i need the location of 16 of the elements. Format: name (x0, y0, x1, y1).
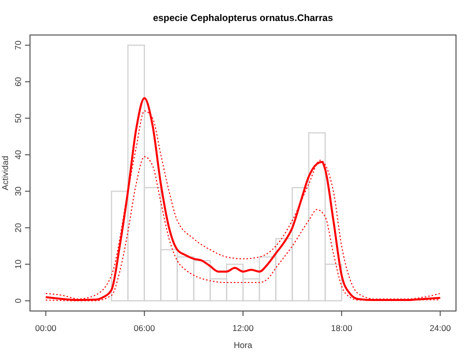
x-tick-label: 12:00 (232, 323, 254, 333)
x-tick-label: 18:00 (330, 323, 353, 333)
y-tick-label: 40 (13, 150, 23, 160)
chart-title: especie Cephalopterus ornatus.Charras (152, 13, 334, 24)
y-tick-label: 70 (13, 40, 23, 50)
y-tick-label: 20 (13, 222, 23, 232)
y-axis-title: Actividad (0, 155, 10, 190)
y-tick-label: 60 (13, 76, 23, 86)
x-tick-label: 06:00 (134, 323, 156, 333)
y-tick-label: 30 (13, 186, 23, 196)
y-tick-label: 10 (13, 259, 23, 270)
y-tick-label: 50 (13, 113, 23, 123)
x-axis-title: Hora (234, 340, 252, 350)
x-tick-label: 24:00 (430, 323, 452, 333)
y-tick-label: 0 (13, 298, 23, 304)
x-tick-label: 00:00 (35, 323, 57, 333)
